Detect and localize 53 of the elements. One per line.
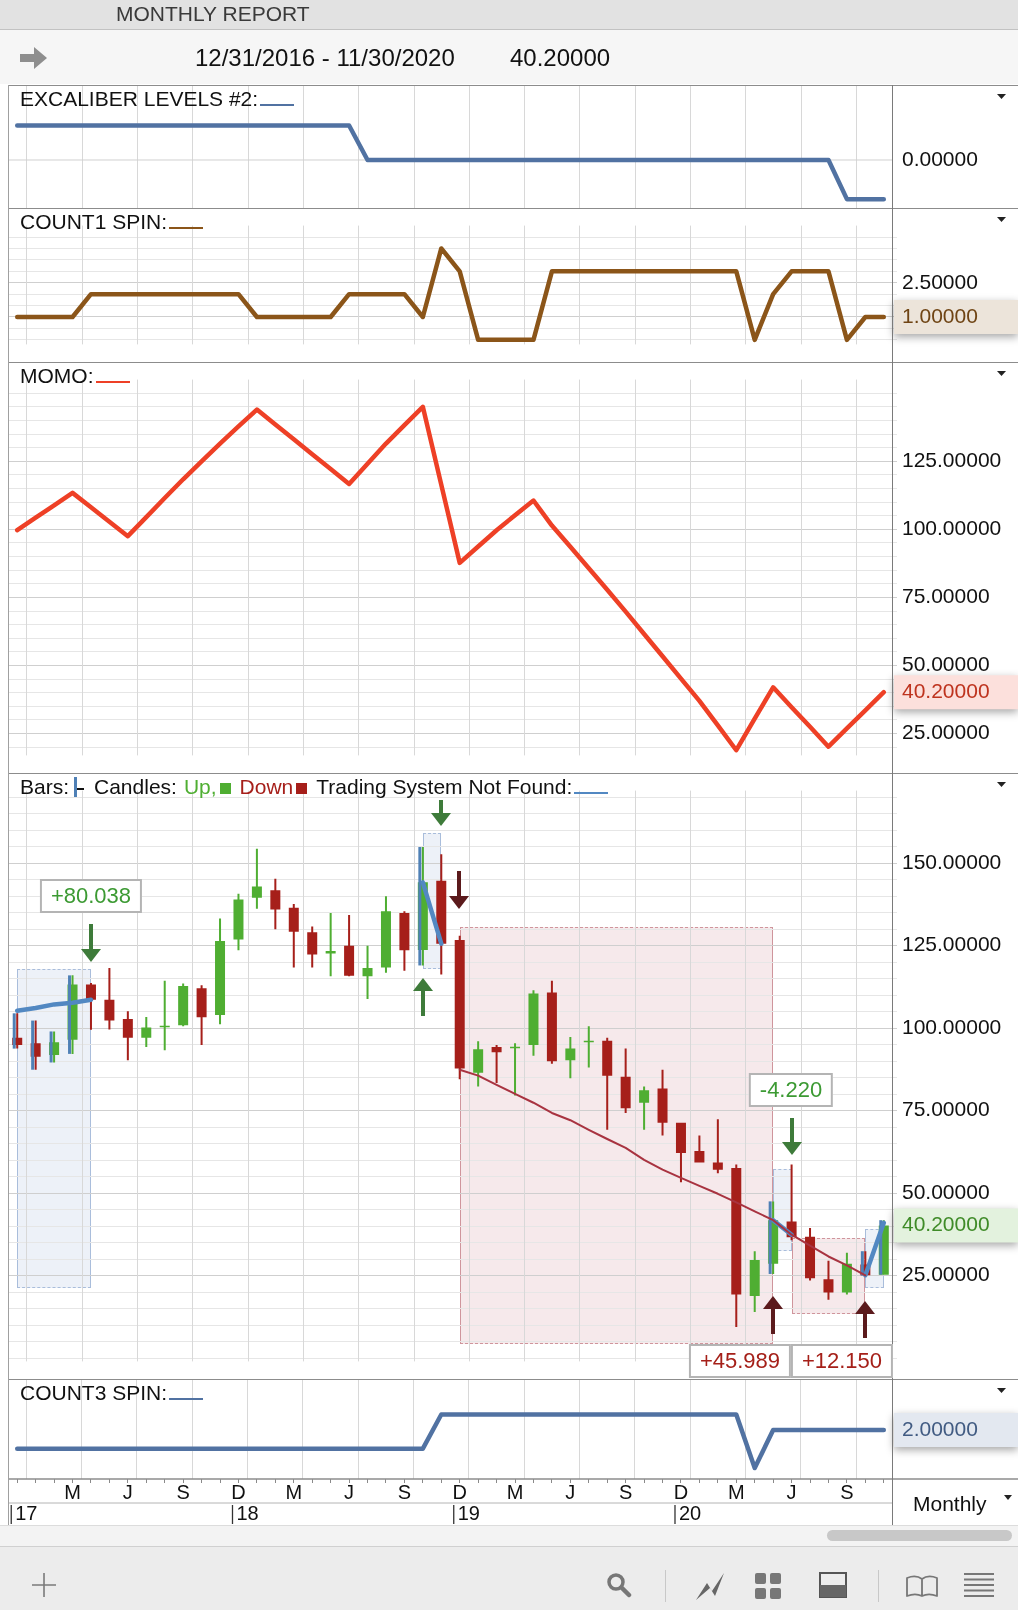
legend-title: Candles: bbox=[94, 775, 177, 798]
y-tick-label: 50.00000 bbox=[902, 652, 990, 676]
ref-line-label: 0.00000 bbox=[902, 146, 978, 170]
y-tick-label: 1.00000 bbox=[902, 303, 978, 327]
x-axis-title: Monthly bbox=[913, 1491, 987, 1516]
x-tick-label: M bbox=[506, 1480, 524, 1503]
x-tick-label: M bbox=[285, 1480, 303, 1503]
x-tick-label: J bbox=[786, 1480, 797, 1503]
annotation: +12.150 bbox=[790, 1344, 894, 1378]
chart-title: MONTHLY REPORT bbox=[116, 1, 310, 27]
x-tick-label: S bbox=[618, 1480, 633, 1503]
annotation: +80.038 bbox=[39, 879, 143, 913]
text: 2.00000 bbox=[902, 1416, 978, 1440]
y-tick-label: 75.00000 bbox=[902, 1097, 990, 1121]
y-tick-label: 100.00000 bbox=[902, 516, 1002, 540]
x-tick-label: J bbox=[122, 1480, 133, 1503]
text: 40.20000 bbox=[902, 1212, 990, 1236]
legend-label: Trading System Not Found: bbox=[316, 775, 573, 798]
annotation: +45.989 bbox=[688, 1344, 792, 1378]
y-tick-label: 25.00000 bbox=[902, 1262, 990, 1286]
x-tick-label: S bbox=[397, 1480, 412, 1503]
y-tick-label: 25.00000 bbox=[902, 720, 990, 744]
x-tick-label: D bbox=[231, 1480, 246, 1503]
x-tick-label: J bbox=[565, 1480, 576, 1503]
y-tick-label: 2.50000 bbox=[902, 269, 978, 293]
x-tick-label: M bbox=[727, 1480, 745, 1503]
x-tick-label: D bbox=[673, 1480, 689, 1503]
x-tick-label: M bbox=[64, 1480, 81, 1503]
x-tick-label: S bbox=[840, 1480, 854, 1503]
x2-tick-label: 18 bbox=[236, 1501, 259, 1524]
x2-tick-label: 17 bbox=[15, 1501, 38, 1524]
y-tick-label: 50.00000 bbox=[902, 1179, 990, 1203]
chart-subtitle: 12/31/2016 - 11/30/2020 bbox=[195, 43, 455, 72]
x2-tick-label: 19 bbox=[457, 1501, 480, 1524]
y-tick-label: 125.00000 bbox=[902, 448, 1002, 472]
x2-tick-label: 20 bbox=[678, 1501, 702, 1524]
legend-label: Bars: bbox=[20, 775, 70, 798]
y-tick-label: 100.00000 bbox=[902, 1014, 1002, 1038]
legend-label: MOMO: bbox=[20, 364, 94, 387]
data-label: 40.20000 bbox=[902, 679, 990, 703]
legend-label: EXCALIBER LEVELS #2: bbox=[20, 87, 259, 110]
legend-label: COUNT3 SPIN: bbox=[20, 1381, 168, 1404]
annotation: -4.220 bbox=[748, 1073, 834, 1107]
legend-label: COUNT1 SPIN: bbox=[20, 210, 168, 233]
x-tick-label: J bbox=[344, 1480, 355, 1503]
legend-label: Up, bbox=[183, 775, 217, 798]
y-tick-label: 150.00000 bbox=[902, 849, 1002, 873]
x-tick-label: D bbox=[452, 1480, 467, 1503]
y-tick-label: 125.00000 bbox=[902, 932, 1002, 956]
x-tick-label: S bbox=[176, 1480, 190, 1503]
text: 40.20000 bbox=[510, 43, 611, 72]
y-tick-label: 75.00000 bbox=[902, 584, 990, 608]
legend-label: Down bbox=[239, 775, 294, 798]
